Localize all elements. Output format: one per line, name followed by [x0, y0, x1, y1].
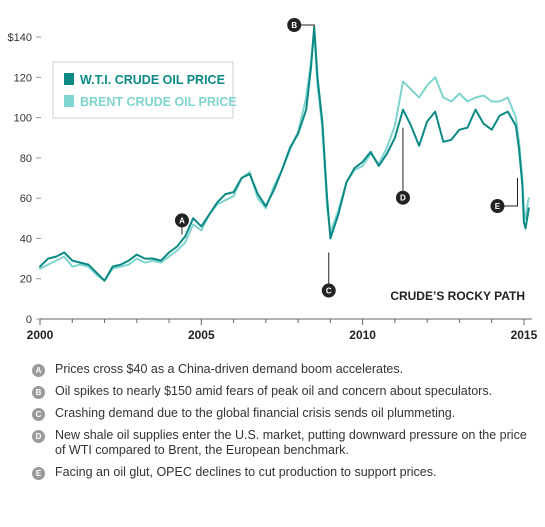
marker-letter: E [495, 202, 501, 211]
x-axis: 2000 2005 2010 2015 [27, 318, 538, 342]
x-tick-label: 2000 [27, 328, 54, 342]
legend-label-wti: W.T.I. CRUDE OIL PRICE [80, 73, 225, 87]
y-tick-label: 40 [20, 233, 32, 245]
marker-badge [321, 283, 336, 298]
marker-badge [174, 213, 189, 228]
y-tick-label: 60 [20, 193, 32, 205]
annotation-text: Facing an oil glut, OPEC declines to cut… [55, 465, 437, 479]
annotation-badge: B [32, 386, 45, 399]
annotation-item: D New shale oil supplies enter the U.S. … [32, 428, 537, 458]
y-tick-label: 120 [14, 72, 32, 84]
y-tick-label: 80 [20, 153, 32, 165]
x-tick-label: 2005 [188, 328, 215, 342]
annotation-item: B Oil spikes to nearly $150 amid fears o… [32, 384, 537, 399]
marker-letter: B [291, 21, 297, 30]
y-tick-label: 100 [14, 113, 32, 125]
event-markers: A B C D E [174, 18, 518, 298]
event-marker-b: B [287, 18, 315, 32]
legend-swatch-wti [64, 73, 74, 85]
annotation-item: E Facing an oil glut, OPEC declines to c… [32, 465, 537, 480]
series-layer [39, 26, 530, 282]
series-line-wti [39, 26, 530, 282]
marker-badge [490, 199, 505, 214]
marker-badge [287, 18, 302, 32]
annotation-text: Oil spikes to nearly $150 amid fears of … [55, 384, 493, 398]
annotation-text: New shale oil supplies enter the U.S. ma… [55, 428, 527, 457]
x-tick-label: 2010 [349, 328, 376, 342]
marker-badge [395, 190, 410, 205]
annotation-item: C Crashing demand due to the global fina… [32, 406, 537, 421]
y-axis: 0 20 40 60 80 100 120 $140 [8, 32, 41, 326]
legend-label-brent: BRENT CRUDE OIL PRICE [80, 95, 237, 109]
y-tick-label: 0 [26, 314, 32, 326]
annotation-badge: D [32, 430, 45, 443]
oil-price-chart: 0 20 40 60 80 100 120 $140 2000 2005 2010 2015 A B C… [8, 18, 538, 342]
chart-title: CRUDE’S ROCKY PATH [390, 289, 525, 303]
marker-letter: D [400, 194, 406, 203]
annotation-badge: A [32, 364, 45, 377]
annotation-list: A Prices cross $40 as a China-driven dem… [32, 362, 537, 487]
x-tick-label: 2015 [511, 328, 538, 342]
event-marker-a: A [174, 213, 189, 235]
marker-letter: A [179, 216, 185, 225]
event-marker-d: D [395, 127, 410, 205]
annotation-item: A Prices cross $40 as a China-driven dem… [32, 362, 537, 377]
y-tick-label: $140 [8, 32, 32, 44]
legend-swatch-brent [64, 95, 74, 107]
legend-box [52, 61, 234, 119]
annotation-text: Crashing demand due to the global financ… [55, 406, 456, 420]
event-marker-c: C [321, 252, 336, 298]
y-tick-label: 20 [20, 274, 32, 286]
annotation-text: Prices cross $40 as a China-driven deman… [55, 362, 404, 376]
annotation-badge: C [32, 408, 45, 421]
legend: W.T.I. CRUDE OIL PRICE BRENT CRUDE OIL P… [52, 61, 237, 119]
annotation-badge: E [32, 467, 45, 480]
marker-letter: C [326, 287, 332, 296]
event-marker-e: E [490, 178, 518, 214]
